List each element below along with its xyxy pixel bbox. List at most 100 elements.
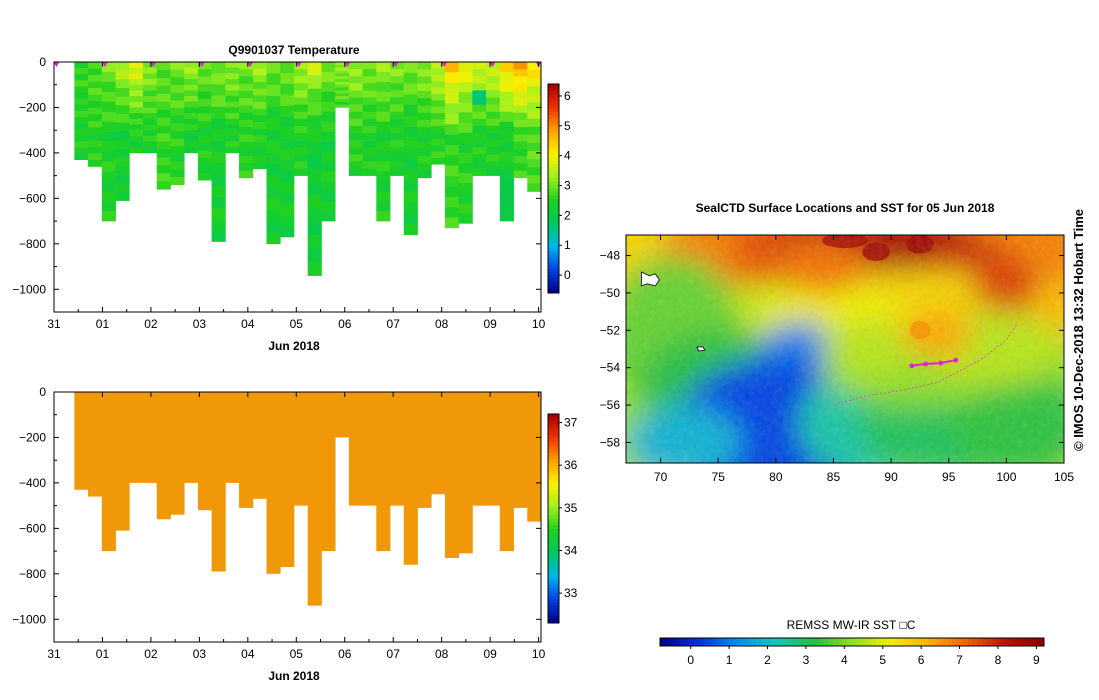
profile-cell (499, 141, 514, 152)
colorbar-segment (548, 90, 559, 95)
profile-cell (88, 101, 103, 109)
profile-cell (499, 201, 514, 212)
profile-cell (486, 133, 501, 141)
profile-cell (211, 174, 226, 186)
profile-cell (280, 127, 295, 139)
profile-cell (458, 72, 473, 83)
profile-cell (390, 161, 405, 169)
profile-cell (513, 148, 528, 157)
sst-colorbar-tick-label: 7 (956, 653, 963, 667)
profile-cell (335, 87, 350, 91)
profile-cell (280, 62, 295, 74)
colorbar-segment (548, 219, 559, 224)
profile-cell (513, 134, 528, 142)
x-tick-label: 04 (241, 647, 255, 661)
profile-cell (142, 147, 158, 154)
colorbar-segment (548, 441, 559, 446)
temperature-axes-frame (53, 61, 542, 313)
y-tick-label: −800 (19, 237, 46, 251)
profile-cell (115, 105, 130, 115)
profile-cell (170, 85, 185, 93)
sst-colorbar-segment (847, 638, 853, 646)
profile-cell (197, 158, 212, 166)
profile-cell (417, 119, 432, 128)
colorbar-tick-label: 37 (564, 416, 578, 430)
profile-cell (458, 172, 473, 184)
profile-cell (403, 62, 418, 74)
profile-cell (417, 76, 432, 85)
profile-cell (390, 140, 405, 148)
map-y-tick-label: −50 (600, 286, 621, 300)
profile-cell (129, 147, 144, 154)
profile-cell (266, 118, 281, 131)
profile-cell (225, 62, 240, 68)
profile-cell (321, 121, 336, 132)
profile-cell (197, 84, 212, 92)
profile-cell (472, 154, 487, 162)
profile-cell (170, 69, 185, 78)
sst-colorbar-segment (684, 638, 690, 646)
profile-cell (293, 111, 309, 120)
profile-column (527, 392, 542, 522)
profile-cell (211, 185, 226, 197)
sst-colorbar-segment (813, 638, 819, 646)
map-x-tick-label: 85 (827, 470, 841, 484)
colorbar-tick-label: 33 (564, 586, 578, 600)
profile-column (225, 62, 240, 154)
profile-cell (293, 104, 309, 113)
sst-colorbar-tick-label: 4 (841, 653, 848, 667)
profile-cell (293, 69, 309, 77)
profile-cell (252, 62, 267, 69)
profile-cell (499, 161, 514, 172)
profile-cell (225, 84, 240, 91)
sst-colorbar-segment (919, 638, 925, 646)
profile-cell (376, 131, 391, 142)
profile-cell (252, 102, 267, 110)
profile-cell (486, 90, 501, 98)
profile-cell (307, 62, 322, 76)
profile-column (321, 62, 336, 222)
colorbar-tick-label: 6 (564, 89, 571, 103)
profile-column (156, 392, 171, 520)
temperature-x-label: Jun 2018 (268, 339, 320, 353)
profile-cell (280, 105, 295, 117)
profile-column (527, 62, 542, 192)
sst-colorbar-segment (842, 638, 848, 646)
profile-cell (335, 84, 350, 88)
profile-cell (335, 93, 350, 97)
profile-cell (431, 100, 446, 108)
profile-column (390, 392, 405, 506)
profile-cell (74, 116, 89, 124)
profile-cell (239, 62, 254, 70)
y-tick-label: −600 (19, 191, 46, 205)
profile-cell (211, 140, 226, 153)
profile-cell (417, 62, 432, 70)
profile-cell (362, 76, 377, 84)
map-x-tick-label: 90 (884, 470, 898, 484)
profile-cell (335, 62, 350, 66)
profile-cell (348, 76, 363, 84)
profile-cell (184, 84, 199, 91)
profile-cell (115, 122, 130, 132)
colorbar-tick-label: 4 (564, 149, 571, 163)
profile-cell (115, 96, 130, 106)
profile-cell (184, 113, 199, 120)
map-axes-frame (625, 234, 1065, 464)
profile-cell (156, 165, 171, 174)
profile-cell (252, 155, 267, 163)
sst-colorbar-segment (904, 638, 911, 646)
profile-cell (458, 142, 473, 154)
colorbar-segment (548, 202, 559, 207)
sst-colorbar-segment (928, 638, 935, 646)
sst-colorbar-segment (895, 638, 901, 646)
profile-cell (266, 209, 281, 222)
profile-cell (74, 98, 89, 106)
profile-cell (142, 79, 158, 86)
sst-colorbar-segment (1024, 638, 1031, 646)
profile-column (266, 392, 281, 574)
temperature-plot-area (53, 62, 542, 276)
profile-cell (239, 69, 254, 77)
profile-cell (101, 191, 116, 202)
profile-cell (513, 112, 528, 121)
profile-cell (390, 118, 405, 127)
